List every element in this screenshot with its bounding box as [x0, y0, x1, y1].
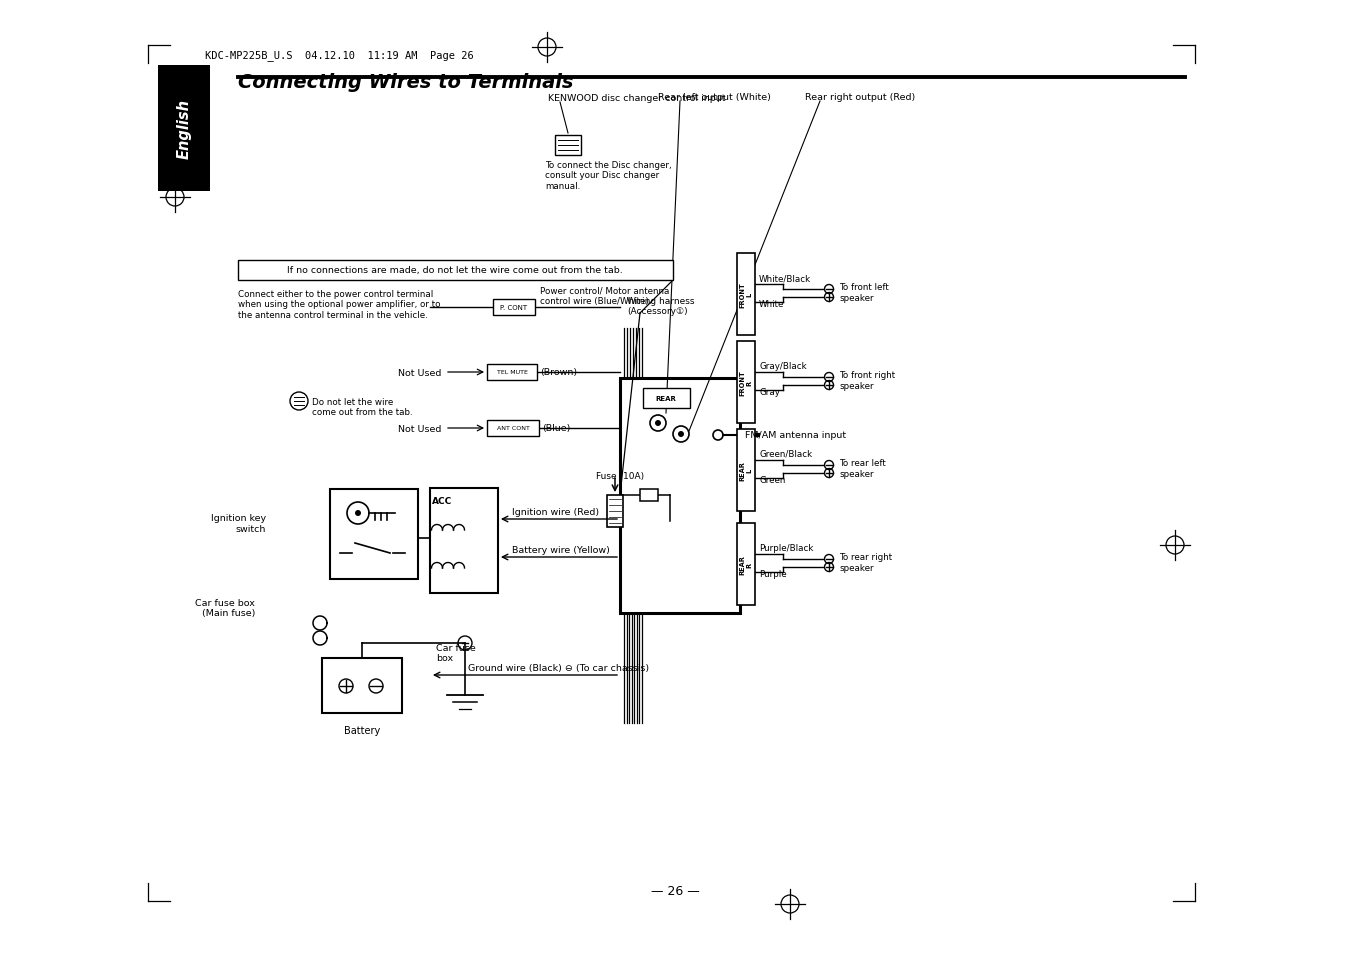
Text: To rear right
speaker: To rear right speaker	[839, 553, 892, 572]
Text: Green: Green	[759, 476, 785, 484]
Bar	[238, 261, 673, 281]
Text: FM/AM antenna input: FM/AM antenna input	[744, 430, 846, 439]
Text: To connect the Disc changer,
consult your Disc changer
manual.: To connect the Disc changer, consult you…	[544, 161, 671, 191]
Bar	[640, 490, 658, 501]
Text: Ignition key
switch: Ignition key switch	[211, 514, 266, 533]
Bar	[738, 430, 755, 512]
Text: FRONT
L: FRONT L	[739, 282, 753, 308]
Text: KENWOOD disc changer control input: KENWOOD disc changer control input	[549, 94, 725, 103]
Bar	[620, 378, 740, 614]
Text: Connect either to the power control terminal
when using the optional power ampli: Connect either to the power control term…	[238, 290, 440, 319]
Text: — 26 —: — 26 —	[651, 884, 700, 898]
Text: Car fuse box
(Main fuse): Car fuse box (Main fuse)	[195, 598, 255, 618]
Bar	[607, 496, 623, 527]
Bar	[158, 66, 209, 192]
Circle shape	[678, 432, 684, 437]
Text: Car fuse
box: Car fuse box	[436, 643, 476, 662]
Bar	[738, 253, 755, 335]
Bar	[486, 420, 539, 436]
Text: Fuse (10A): Fuse (10A)	[596, 472, 644, 480]
Text: Rear left output (White): Rear left output (White)	[658, 92, 771, 102]
Text: FRONT
R: FRONT R	[739, 370, 753, 395]
Text: KDC-MP225B_U.S  04.12.10  11:19 AM  Page 26: KDC-MP225B_U.S 04.12.10 11:19 AM Page 26	[205, 50, 474, 61]
Text: Do not let the wire
come out from the tab.: Do not let the wire come out from the ta…	[312, 397, 412, 417]
Text: (Brown): (Brown)	[540, 368, 577, 377]
Text: To front right
speaker: To front right speaker	[839, 371, 896, 391]
Bar	[643, 389, 690, 409]
Text: TEL MUTE: TEL MUTE	[497, 370, 527, 375]
Text: Rear right output (Red): Rear right output (Red)	[805, 92, 915, 102]
Bar	[486, 365, 536, 380]
Text: REAR: REAR	[655, 395, 677, 401]
Text: If no connections are made, do not let the wire come out from the tab.: If no connections are made, do not let t…	[288, 266, 623, 275]
Bar	[738, 523, 755, 605]
Text: P. CONT: P. CONT	[500, 305, 527, 311]
Text: Ignition wire (Red): Ignition wire (Red)	[512, 507, 598, 517]
Text: ACC: ACC	[432, 497, 453, 505]
Bar	[555, 136, 581, 156]
Text: Green/Black: Green/Black	[759, 450, 812, 458]
Text: REAR
R: REAR R	[739, 555, 753, 575]
Text: Power control/ Motor antenna
control wire (Blue/White).: Power control/ Motor antenna control wir…	[540, 286, 669, 306]
Text: ANT CONT: ANT CONT	[497, 426, 530, 431]
Bar	[322, 659, 403, 713]
Text: Purple/Black: Purple/Black	[759, 543, 813, 553]
Text: To front left
speaker: To front left speaker	[839, 283, 889, 302]
Bar	[738, 341, 755, 423]
Text: English: English	[177, 99, 192, 159]
Bar	[493, 299, 535, 315]
Text: Gray: Gray	[759, 388, 780, 396]
Text: White/Black: White/Black	[759, 274, 811, 283]
Circle shape	[355, 511, 361, 517]
Text: Not Used: Not Used	[397, 424, 440, 433]
Text: Gray/Black: Gray/Black	[759, 361, 807, 371]
Text: To rear left
speaker: To rear left speaker	[839, 458, 886, 478]
Text: Purple: Purple	[759, 569, 786, 578]
Text: Wiring harness
(Accessory①): Wiring harness (Accessory①)	[627, 296, 694, 316]
Text: REAR
L: REAR L	[739, 460, 753, 480]
Bar	[430, 489, 499, 594]
Text: White: White	[759, 299, 785, 309]
Circle shape	[655, 420, 661, 427]
Text: Battery: Battery	[345, 725, 380, 735]
Text: Not Used: Not Used	[397, 368, 440, 377]
Bar	[330, 490, 417, 579]
Text: Connecting Wires to Terminals: Connecting Wires to Terminals	[238, 73, 574, 91]
Text: Battery wire (Yellow): Battery wire (Yellow)	[512, 545, 609, 555]
Text: (Blue): (Blue)	[542, 424, 570, 433]
Text: Ground wire (Black) ⊖ (To car chassis): Ground wire (Black) ⊖ (To car chassis)	[467, 663, 648, 672]
